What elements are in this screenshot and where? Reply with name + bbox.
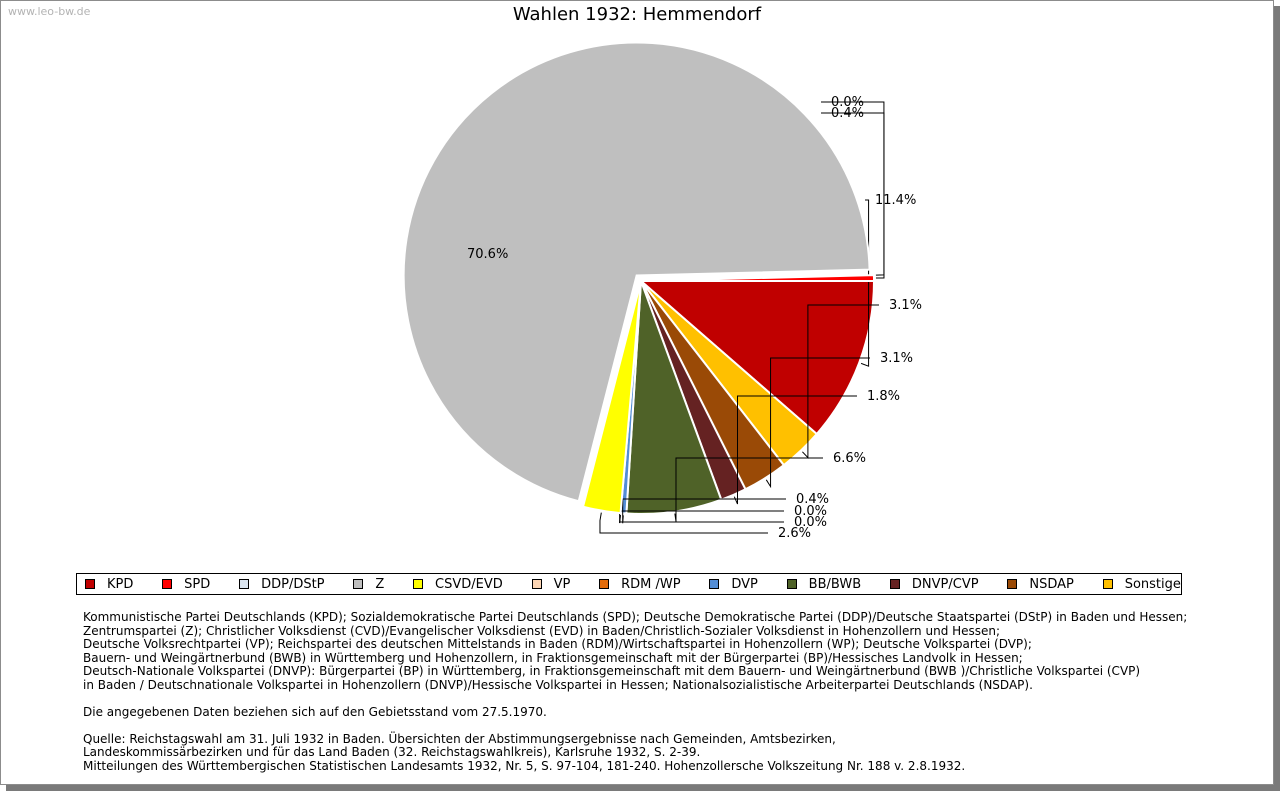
pie-slice-csvd-evd: [581, 280, 642, 515]
legend-item: CSVD/EVD: [413, 577, 503, 592]
legend-item: Z: [353, 577, 384, 592]
chart-title: Wahlen 1932: Hemmendorf: [512, 4, 762, 25]
legend-swatch: [1102, 579, 1113, 589]
leader-line: [674, 457, 823, 522]
legend-label: CSVD/EVD: [435, 576, 503, 592]
data-label: 1.8%: [867, 389, 900, 404]
legend-item: RDM /WP: [599, 576, 681, 592]
notes-line: in Baden / Deutschnationale Volkspartei …: [83, 677, 1033, 692]
legend-swatch: [85, 579, 95, 589]
legend-swatch: [786, 579, 797, 589]
legend-label: Sonstige: [1124, 576, 1181, 592]
legend-item: BB/BWB: [786, 576, 862, 592]
legend-swatch: [1007, 579, 1018, 589]
leader-line: [733, 395, 857, 505]
legend-label: VP: [553, 576, 571, 592]
data-label: 0.4%: [796, 492, 829, 507]
legend-item: NSDAP: [1007, 577, 1074, 592]
leader-line: [821, 112, 885, 279]
notes-line: Zentrumspartei (Z); Christlicher Volksdi…: [83, 623, 1001, 638]
legend-swatch: [239, 579, 250, 589]
data-label: 3.1%: [889, 298, 922, 313]
notes-line: Kommunistische Partei Deutschlands (KPD)…: [83, 610, 1188, 624]
data-label: 0.0%: [794, 515, 827, 530]
notes-line: Bauern- und Weingärtnerbund (BWB) in Wür…: [83, 650, 1023, 665]
legend-item: DNVP/CVP: [889, 576, 979, 592]
legend-swatch: [531, 579, 542, 589]
legend-label: DDP/DStP: [261, 576, 325, 592]
legend-swatch: [889, 579, 900, 589]
pie-slice-z: [402, 41, 871, 503]
territory-note: Die angegebenen Daten beziehen sich auf …: [83, 704, 547, 719]
leader-line: [619, 515, 784, 524]
legend-swatch: [709, 579, 720, 589]
data-label: 0.0%: [794, 504, 827, 519]
legend-label: DVP: [731, 576, 758, 592]
watermark: www.leo-bw.de: [8, 5, 91, 18]
legend-swatch: [599, 579, 610, 589]
data-label: 2.6%: [778, 526, 811, 541]
data-label: 11.4%: [875, 193, 916, 208]
legend-item: SPD: [162, 577, 210, 592]
notes: Kommunistische Partei Deutschlands (KPD)…: [83, 610, 1233, 773]
data-label: 0.0%: [831, 95, 864, 110]
legend-item: VP: [531, 576, 571, 592]
data-label: 6.6%: [833, 451, 866, 466]
legend-item: KPD: [85, 577, 133, 592]
legend: KPD SPD DDP/DStP Z CSVD/EVD VP RDM /WP DVP BB/BW…: [76, 573, 1182, 595]
legend-label: BB/BWB: [808, 576, 862, 592]
data-label: 3.1%: [880, 351, 913, 366]
leader-line: [860, 199, 870, 367]
legend-label: RDM /WP: [621, 576, 681, 592]
legend-item: DDP/DStP: [239, 576, 325, 592]
leader-line: [599, 512, 768, 534]
legend-label: SPD: [184, 576, 211, 592]
pie-slice-spd: [640, 274, 876, 282]
source-line: Landeskommissärbezirken und für das Land…: [83, 745, 701, 759]
legend-label: Z: [375, 576, 385, 592]
leader-line: [765, 357, 870, 489]
legend-item: DVP: [709, 577, 758, 592]
legend-label: NSDAP: [1029, 576, 1074, 592]
legend-item: Sonstige: [1102, 576, 1181, 592]
data-label: 0.4%: [831, 106, 864, 121]
legend-label: DNVP/CVP: [911, 576, 979, 592]
notes-line: Deutsch-Nationale Volkspartei (DNVP): Bü…: [83, 664, 1141, 678]
notes-line: Deutsche Volksrechtpartei (VP); Reichspa…: [83, 637, 1032, 651]
legend-swatch: [413, 579, 424, 589]
legend-swatch: [162, 579, 173, 589]
source-line: Mitteilungen des Württembergischen Stati…: [83, 758, 966, 773]
pie-chart: 11.4%3.1%3.1%1.8%6.6%0.4%0.0%0.0%2.6%70.…: [402, 41, 922, 541]
data-label: 70.6%: [467, 247, 508, 262]
source-line: Quelle: Reichstagswahl am 31. Juli 1932 …: [83, 731, 836, 746]
legend-swatch: [353, 579, 364, 589]
leader-line: [802, 304, 879, 459]
legend-label: KPD: [107, 576, 134, 592]
